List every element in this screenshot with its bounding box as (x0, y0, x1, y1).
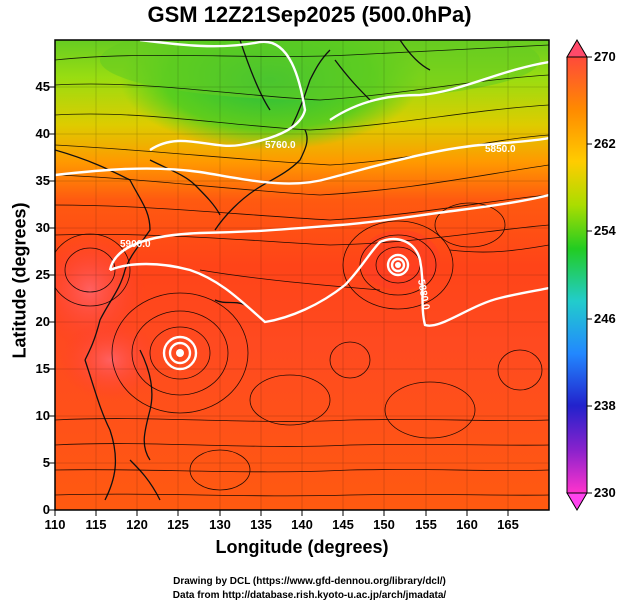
colorbar-label: 238 (594, 398, 616, 413)
x-axis-title: Longitude (degrees) (215, 537, 389, 557)
contour-label-5880: 5880.0 (415, 279, 431, 311)
colorbar-label: 230 (594, 485, 616, 500)
y-tick-label: 30 (35, 220, 50, 235)
contour-label-5760: 5760.0 (265, 140, 296, 151)
x-tick-label: 125 (167, 517, 189, 532)
x-tick-label: 110 (44, 517, 66, 532)
colorbar-min-arrow-icon (566, 492, 588, 511)
y-tick-label: 5 (42, 455, 50, 470)
x-tick-label: 145 (332, 517, 354, 532)
grid-lines (55, 40, 549, 510)
x-tick-label: 150 (373, 517, 395, 532)
x-tick-label: 140 (291, 517, 313, 532)
x-tick-label: 115 (85, 517, 107, 532)
wind-streamlines (55, 44, 549, 497)
axis-ticks (49, 86, 509, 516)
coastlines (55, 40, 431, 501)
x-tick-label: 130 (209, 517, 231, 532)
y-tick-label: 25 (35, 267, 50, 282)
contour-label-5900: 5900.0 (120, 239, 151, 250)
y-tick-label: 20 (35, 314, 50, 329)
colorbar-label: 254 (594, 223, 616, 238)
y-axis-title: Latitude (degrees) (9, 202, 30, 359)
credit-line-drawing: Drawing by DCL (https://www.gfd-dennou.o… (173, 576, 446, 587)
plot-title: GSM 12Z21Sep2025 (500.0hPa) (147, 2, 472, 27)
y-tick-label: 40 (35, 126, 50, 141)
x-tick-label: 120 (126, 517, 148, 532)
y-tick-label: 35 (35, 173, 50, 188)
colorbar-label: 270 (594, 49, 616, 64)
geopotential-contours (55, 40, 549, 371)
colorbar-max-arrow-icon (566, 39, 588, 58)
contour-labels: 5760.0 5850.0 5900.0 5880.0 (120, 140, 516, 311)
y-tick-label: 0 (42, 502, 50, 517)
colorbar-label: 246 (594, 311, 616, 326)
y-tick-label: 10 (35, 408, 50, 423)
x-tick-label: 165 (497, 517, 519, 532)
y-tick-label: 15 (35, 361, 50, 376)
x-tick-label: 155 (415, 517, 437, 532)
cyclone-markers (176, 262, 401, 357)
colorbar (566, 39, 592, 511)
x-tick-label: 160 (456, 517, 478, 532)
contour-label-5850: 5850.0 (485, 144, 516, 155)
y-tick-label: 45 (35, 79, 50, 94)
credit-line-data: Data from http://database.rish.kyoto-u.a… (172, 590, 447, 601)
typhoon-center-west-icon (176, 349, 184, 357)
colorbar-label: 262 (594, 136, 616, 151)
typhoon-center-east-icon (395, 262, 401, 268)
x-tick-label: 135 (250, 517, 272, 532)
